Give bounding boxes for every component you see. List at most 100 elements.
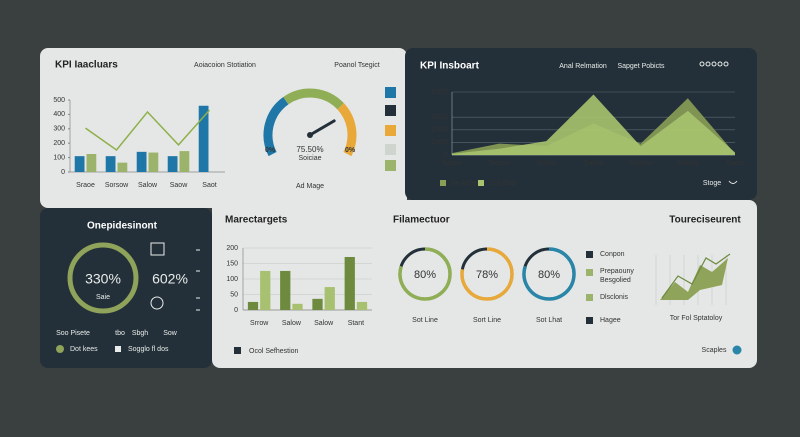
legend-label: Conpon (600, 251, 625, 258)
legend-square (586, 269, 593, 276)
x-tick-label: Saow (170, 182, 188, 189)
x-tick-label: Salow (314, 320, 334, 327)
subtitle: Poanol Tsegict (334, 62, 379, 69)
bar (356, 301, 368, 310)
bar (280, 270, 291, 310)
kpi-value: 330% (85, 271, 121, 287)
ring-progress (398, 247, 452, 301)
swatch (385, 105, 396, 116)
trend-line (661, 253, 731, 299)
legend-label: Besgolied (600, 277, 631, 284)
dot (705, 61, 711, 67)
x-tick-label: Seelow (629, 160, 653, 167)
x-tick-label: Stant (348, 320, 364, 327)
legend-square (586, 294, 593, 301)
ring (67, 242, 139, 314)
gauge-hub (307, 132, 313, 138)
ring-value: 80% (538, 269, 560, 281)
link[interactable]: Sapget Pobicts (617, 63, 665, 70)
x-tick-label: Saot (202, 182, 216, 189)
ring-label: Sort Line (473, 317, 501, 324)
dot (723, 61, 729, 67)
panel-title: Onepidesinont (87, 221, 158, 232)
y-tick-label: 500 (53, 97, 65, 104)
legend-square (586, 251, 593, 258)
y-tick-label: 3000 (431, 114, 447, 121)
x-tick-label: Salow (442, 160, 462, 167)
x-tick-label: Srrow (250, 320, 269, 327)
y-tick-label: 300 (53, 126, 65, 133)
bar (312, 298, 323, 310)
bar (136, 151, 147, 172)
icon (150, 296, 164, 310)
kpi-value: 602% (152, 271, 188, 287)
bar (105, 156, 116, 172)
legend-swatch (440, 180, 446, 186)
label: Sow (163, 330, 178, 337)
gauge-band (283, 88, 344, 110)
x-tick-label: Salow (584, 160, 604, 167)
gauge-caption: Soiciae (299, 155, 322, 162)
gauge-label: Ad Mage (296, 183, 324, 190)
subtitle: Aoiacoion Stotiation (194, 62, 256, 69)
ring-value: 80% (414, 269, 436, 281)
bar (292, 303, 303, 310)
bar (344, 256, 355, 310)
legend-label: Sogglo fl dos (128, 346, 169, 353)
footer: Scaples (702, 347, 727, 354)
panel-title: KPI Iaacluars (55, 60, 118, 71)
panel-title: Toureciseurent (669, 215, 741, 226)
trend-chart (655, 253, 731, 305)
y-tick-label: 400 (53, 111, 65, 118)
legend-label: Dot kees (70, 346, 98, 353)
legend-label: Ocol Sefhestion (249, 348, 299, 355)
link[interactable]: Anal Relmation (559, 63, 607, 70)
dot (711, 61, 717, 67)
ticks (196, 249, 200, 311)
swatch (385, 87, 396, 98)
caption: Tor Fol Sptatoloy (670, 315, 723, 322)
swatch (385, 160, 396, 171)
legend-label: Lod dmp (489, 180, 516, 187)
panel-title: KPI Insboart (420, 61, 480, 72)
ring-progress (522, 247, 576, 301)
bar (74, 156, 85, 172)
bar (324, 287, 335, 310)
x-tick-label: Seeow (488, 160, 510, 167)
ring-progress (460, 247, 514, 301)
gauge-min: 0% (265, 147, 276, 154)
kpi-caption: Saie (96, 294, 110, 301)
chevron[interactable] (728, 180, 738, 184)
x-tick-label: Sorsow (105, 182, 129, 189)
swatch (385, 125, 396, 136)
y-tick-label: 100 (226, 276, 238, 283)
footer: Stoge (703, 180, 721, 187)
ring-value: 78% (476, 269, 498, 281)
bar (117, 162, 128, 172)
legend-label: Hagee (600, 317, 621, 324)
y-tick-label: 150 (226, 260, 238, 267)
targets-panel (212, 200, 757, 368)
menu-dots[interactable] (699, 61, 729, 67)
summary-panel (40, 208, 212, 368)
y-tick-label: 50 (230, 291, 238, 298)
dot (717, 61, 723, 67)
gauge-needle (308, 119, 336, 137)
ring-label: Sot Lhat (536, 317, 562, 324)
bar (198, 105, 209, 172)
y-tick-label: 5000 (431, 89, 447, 96)
bar (148, 152, 159, 172)
x-tick-label: Seeow (677, 160, 699, 167)
y-tick-label: 0 (61, 169, 65, 176)
x-tick-label: Sraoe (76, 182, 95, 189)
status-dot[interactable] (732, 345, 742, 355)
ring-label: Sot Line (412, 317, 438, 324)
y-tick-label: 2000 (431, 127, 447, 134)
y-tick-label: 100 (53, 154, 65, 161)
y-tick-label: 200 (53, 140, 65, 147)
x-tick-label: Sslow (537, 160, 557, 167)
x-tick-label: Saew (726, 160, 744, 167)
bar (260, 270, 271, 310)
swatch (385, 144, 396, 155)
